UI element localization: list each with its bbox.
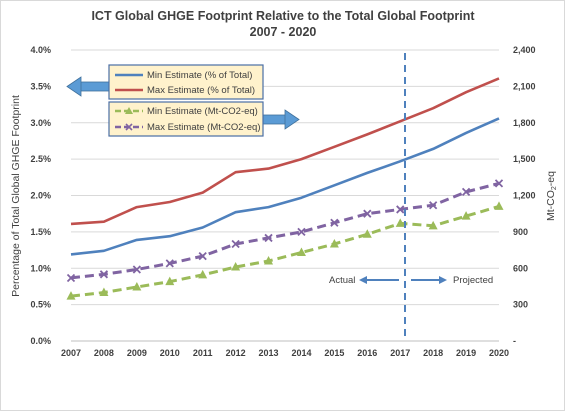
left-tick-label: 1.5% [30,227,51,237]
legend-left-arrow [66,76,112,97]
left-tick-label: 4.0% [30,45,51,55]
data-point [362,229,372,238]
annotation-projected: Projected [453,275,493,286]
legend-marker-max-mt [125,123,133,131]
x-tick-label: 2018 [423,348,443,358]
right-tick-label: 2,100 [513,81,536,91]
data-point [231,239,240,249]
data-point [396,205,405,214]
series-line [70,181,500,280]
data-point [363,209,372,218]
data-point [329,239,339,248]
data-point [264,255,274,265]
data-point [132,282,142,291]
legend-label-max-mt: Max Estimate (Mt-CO2-eq) [147,122,261,133]
data-point [66,291,76,300]
left-axis-ticks: 0.0% 0.5% 1.0% 1.5% 2.0% 2.5% 3.0% 3.5% 4.0% [30,45,51,346]
data-point [198,269,208,279]
annotation-actual: Actual [329,275,355,286]
legend-marker-min-mt [125,107,133,114]
left-tick-label: 1.0% [30,263,51,273]
chart-title-line1: ICT Global GHGE Footprint Relative to th… [91,9,475,23]
data-point [428,220,438,230]
right-axis-label: Mt-CO2-eq [545,171,558,221]
left-tick-label: 3.5% [30,81,51,91]
actual-arrow [359,276,399,284]
series-layer [66,77,504,300]
right-tick-label: 2,400 [513,45,536,55]
series-0 [70,117,500,256]
right-tick-label: 900 [513,227,528,237]
x-tick-label: 2009 [127,348,147,358]
legend-label-max-pct: Max Estimate (% of Total) [147,85,255,96]
right-axis-ticks: - 300 600 900 1,200 1,500 1,800 2,100 2,400 [513,45,536,346]
legend: Min Estimate (% of Total) Max Estimate (… [66,64,300,137]
left-tick-label: 3.0% [30,118,51,128]
series-1 [70,77,500,226]
data-point [264,233,273,243]
series-line [70,77,500,226]
legend-label-min-pct: Min Estimate (% of Total) [147,70,252,81]
data-point [231,262,241,271]
right-tick-label: 1,200 [513,191,536,201]
left-tick-label: 0.0% [30,336,51,346]
data-point [494,179,504,188]
chart-title-line2: 2007 - 2020 [250,25,317,39]
right-tick-label: 1,800 [513,118,536,128]
data-point [297,227,306,237]
x-tick-label: 2017 [390,348,410,358]
data-point [165,276,175,286]
x-tick-label: 2008 [94,348,114,358]
data-point [494,201,504,210]
series-line [70,204,500,298]
series-3 [66,179,504,283]
legend-box-mt: Min Estimate (Mt-CO2-eq) Max Estimate (M… [108,101,264,137]
right-tick-label: - [513,336,516,346]
left-tick-label: 0.5% [30,300,51,310]
data-point [461,211,471,220]
data-point [132,265,141,274]
data-point [429,201,438,210]
series-line [70,117,500,256]
x-tick-label: 2014 [291,348,311,358]
data-point [66,273,76,283]
left-tick-label: 2.0% [30,191,51,201]
x-tick-label: 2020 [489,348,509,358]
x-tick-label: 2016 [357,348,377,358]
x-tick-label: 2007 [61,348,81,358]
right-tick-label: 1,500 [513,154,536,164]
legend-label-min-mt: Min Estimate (Mt-CO2-eq) [147,106,258,117]
data-point [198,251,207,261]
x-axis-ticks: 2007 2008 2009 2010 2011 2012 2013 2014 2015 2016… [61,348,509,358]
series-2 [66,201,504,300]
left-tick-label: 2.5% [30,154,51,164]
x-tick-label: 2011 [193,348,213,358]
data-point [99,287,109,296]
data-point [99,270,109,279]
projected-arrow [411,276,447,284]
x-tick-label: 2013 [259,348,279,358]
data-point [165,259,174,268]
data-point [461,187,471,196]
left-axis-label: Percentage of Total Global GHGE Footprin… [10,95,22,297]
data-point [395,218,405,227]
legend-box-percent: Min Estimate (% of Total) Max Estimate (… [108,64,264,100]
data-point [330,218,339,227]
x-tick-label: 2015 [324,348,344,358]
x-tick-label: 2012 [226,348,246,358]
right-tick-label: 300 [513,300,528,310]
data-point [296,247,306,256]
legend-right-arrow [262,109,300,130]
x-tick-label: 2010 [160,348,180,358]
right-tick-label: 600 [513,263,528,273]
x-tick-label: 2019 [456,348,476,358]
